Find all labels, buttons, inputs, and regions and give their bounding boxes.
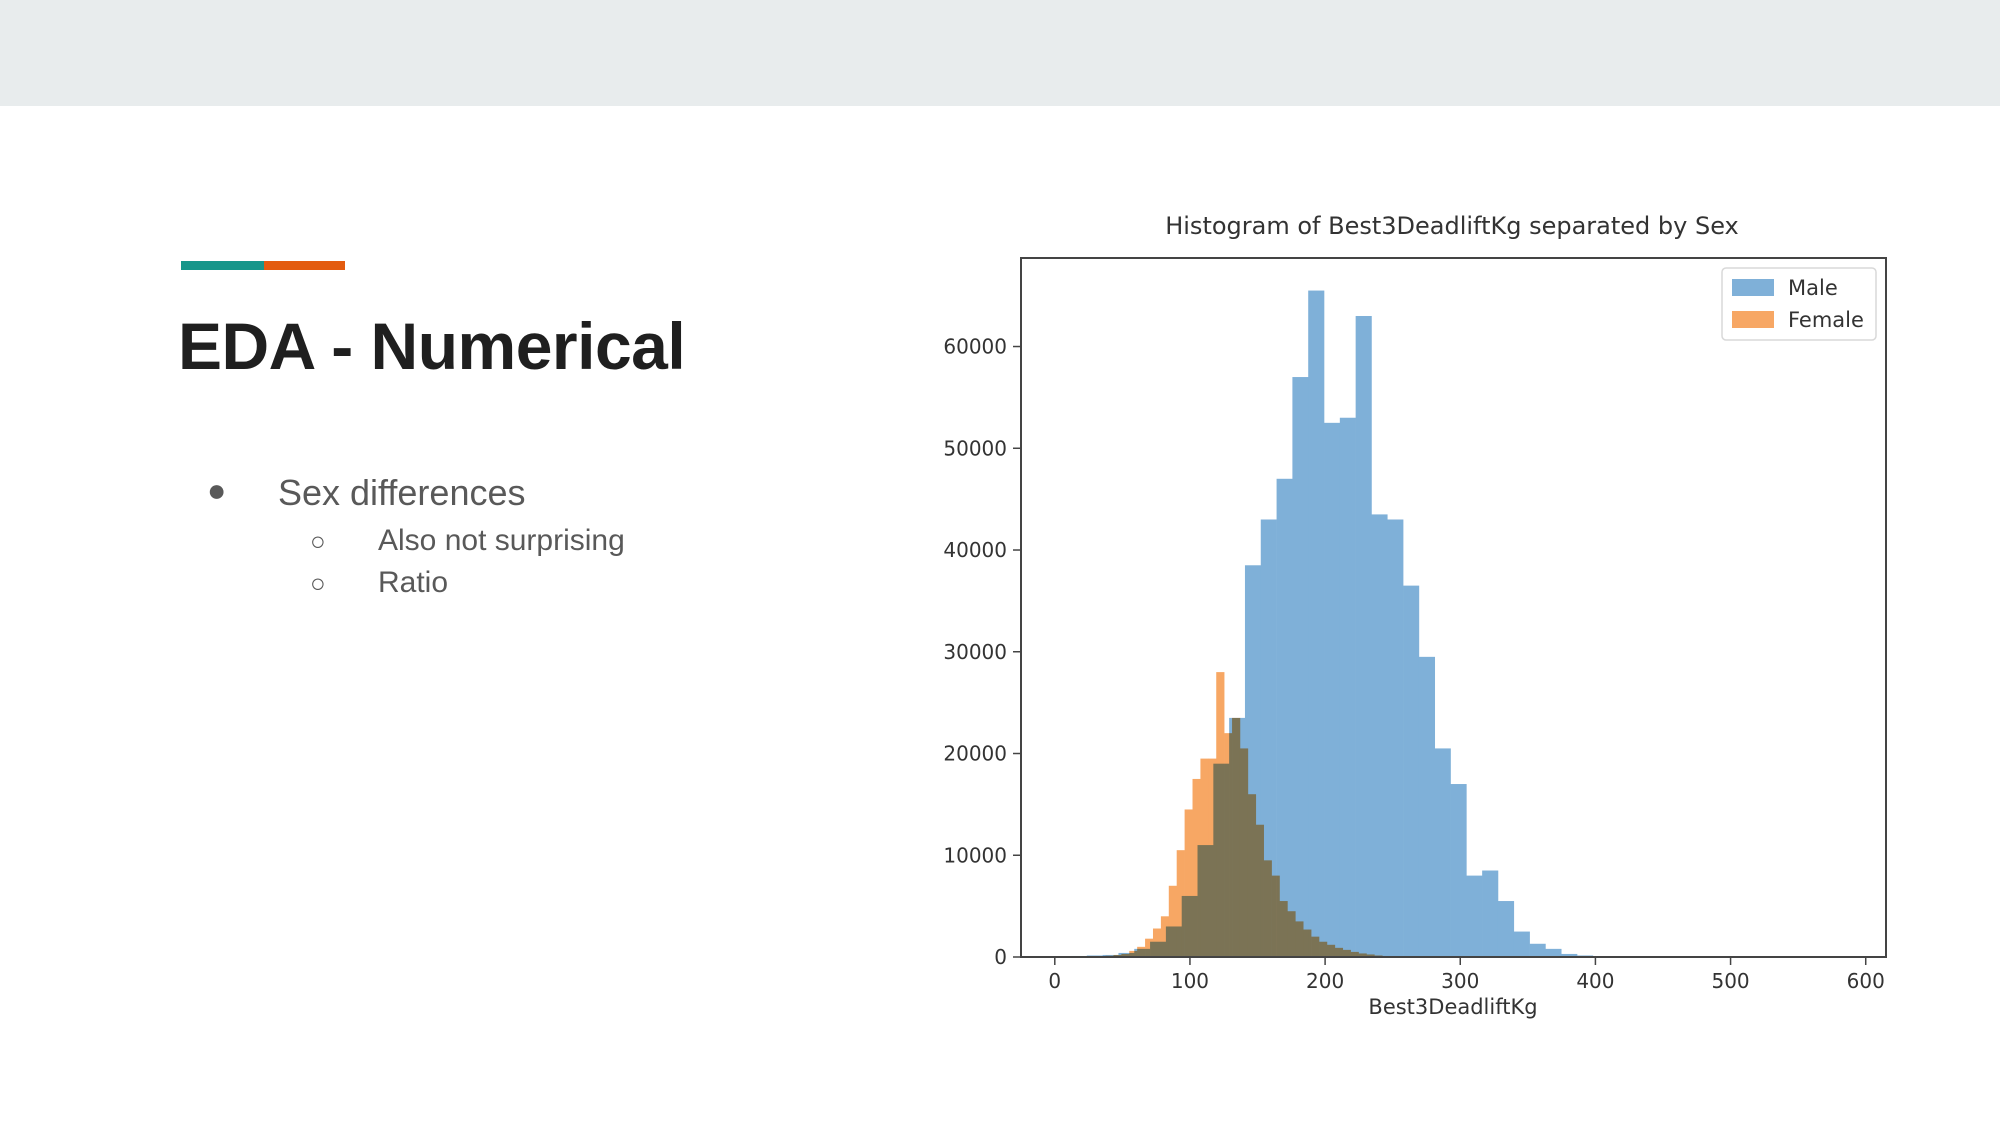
- histogram-bar-female: [1255, 824, 1264, 957]
- x-axis: 0 100 200 300 400 500 600: [1048, 957, 1885, 993]
- y-tick-label: 10000: [943, 843, 1007, 867]
- histogram-bar-male: [1434, 748, 1451, 957]
- histogram-bar-female: [1168, 885, 1177, 957]
- female-bars: [1081, 672, 1399, 957]
- sub-bullet-circle-icon: ○: [310, 526, 326, 556]
- legend-swatch-female: [1732, 311, 1774, 328]
- histogram-bar-female: [1366, 954, 1375, 957]
- y-tick-label: 20000: [943, 742, 1007, 766]
- histogram-bar-female: [1232, 717, 1241, 957]
- histogram-bar-female: [1145, 938, 1154, 957]
- histogram-bar-female: [1311, 936, 1320, 957]
- legend-label-male: Male: [1788, 276, 1838, 300]
- histogram-bar-male: [1403, 585, 1420, 957]
- histogram-bar-male: [1324, 422, 1341, 957]
- histogram-bar-female: [1184, 809, 1193, 957]
- y-tick-label: 40000: [943, 538, 1007, 562]
- histogram-bar-female: [1247, 794, 1257, 957]
- legend-label-female: Female: [1788, 308, 1864, 332]
- histogram-bar-female: [1129, 950, 1138, 957]
- slide-title: EDA - Numerical: [178, 309, 686, 383]
- histogram-bar-female: [1200, 758, 1209, 957]
- histogram-bar-male: [1466, 875, 1483, 957]
- histogram-bar-male: [1276, 478, 1293, 957]
- y-tick-label: 30000: [943, 640, 1007, 664]
- histogram-bar-female: [1160, 916, 1170, 957]
- y-tick-label: 0: [994, 945, 1007, 969]
- chart-title: Histogram of Best3DeadliftKg separated b…: [1165, 212, 1739, 240]
- histogram-bar-female: [1224, 733, 1233, 957]
- x-tick-label: 500: [1711, 969, 1749, 993]
- histogram-bar-female: [1334, 947, 1344, 957]
- histogram-bar-female: [1208, 758, 1217, 957]
- histogram-bar-female: [1319, 941, 1328, 957]
- histogram-bar-female: [1303, 929, 1312, 957]
- sub-bullet-circle-icon: ○: [310, 568, 326, 598]
- histogram-bar-female: [1350, 951, 1359, 957]
- histogram-bar-male: [1355, 315, 1372, 958]
- histogram-bar-female: [1279, 901, 1288, 957]
- histogram-bar-male: [1339, 417, 1356, 957]
- histogram-bar-female: [1326, 944, 1336, 957]
- histogram-bar-female: [1121, 953, 1130, 957]
- histogram-bar-female: [1263, 860, 1272, 957]
- histogram-bar-male: [1450, 784, 1467, 957]
- x-tick-label: 200: [1306, 969, 1344, 993]
- histogram-bar-male: [1545, 948, 1562, 957]
- accent-bar-teal: [181, 261, 264, 270]
- histogram-bar-female: [1137, 946, 1146, 957]
- histogram-bar-male: [1260, 519, 1277, 957]
- y-axis: 0 10000 20000 30000 40000 50000 60000: [943, 335, 1021, 969]
- sub-bullet-text: Also not surprising: [378, 524, 625, 557]
- histogram-bar-female: [1152, 928, 1162, 957]
- histogram-bar-male: [1513, 931, 1530, 957]
- histogram-bar-female: [1113, 954, 1122, 957]
- bullet-dot-icon: ●: [207, 472, 227, 508]
- histogram-bar-male: [1497, 901, 1515, 957]
- histogram-bar-female: [1176, 850, 1185, 957]
- histogram-bar-female: [1287, 911, 1296, 957]
- x-tick-label: 0: [1048, 969, 1061, 993]
- x-tick-label: 600: [1847, 969, 1885, 993]
- histogram-bar-male: [1529, 943, 1546, 957]
- x-axis-label: Best3DeadliftKg: [1368, 995, 1537, 1019]
- y-tick-label: 60000: [943, 335, 1007, 359]
- x-tick-label: 300: [1441, 969, 1479, 993]
- y-tick-label: 50000: [943, 436, 1007, 460]
- histogram-bar-female: [1271, 875, 1280, 957]
- legend: Male Female: [1721, 267, 1877, 341]
- histogram-bar-male: [1308, 290, 1325, 957]
- histogram-chart: Histogram of Best3DeadliftKg separated b…: [943, 212, 1887, 1019]
- histogram-bar-female: [1239, 748, 1249, 957]
- histogram-bar-male: [1561, 953, 1578, 957]
- sub-bullet-text: Ratio: [378, 566, 449, 599]
- histogram-bar-female: [1295, 921, 1304, 957]
- histogram-bar-male: [1482, 870, 1499, 957]
- x-tick-label: 100: [1171, 969, 1209, 993]
- male-bars: [1071, 290, 1609, 958]
- histogram-bar-female: [1358, 953, 1367, 957]
- accent-bar-orange: [264, 261, 345, 270]
- histogram-bar-female: [1216, 672, 1225, 957]
- legend-swatch-male: [1732, 279, 1774, 296]
- histogram-bar-female: [1342, 949, 1351, 957]
- histogram-bar-male: [1371, 514, 1388, 957]
- x-tick-label: 400: [1576, 969, 1614, 993]
- top-banner: [0, 0, 2000, 106]
- bullet-text: Sex differences: [278, 472, 526, 513]
- histogram-bar-female: [1192, 778, 1201, 957]
- histogram-bar-male: [1292, 377, 1309, 957]
- histogram-bar-male: [1387, 519, 1404, 957]
- plot-frame: [1020, 257, 1887, 958]
- histogram-bar-male: [1418, 656, 1436, 957]
